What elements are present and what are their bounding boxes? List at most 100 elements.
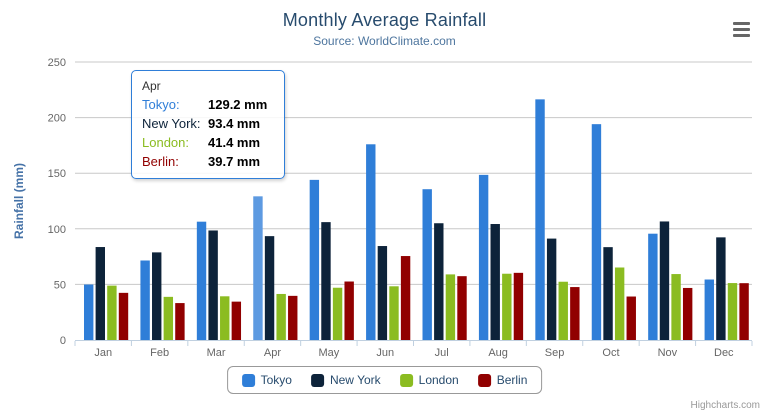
bar-new-york-may[interactable] bbox=[321, 222, 331, 340]
bar-tokyo-may[interactable] bbox=[309, 179, 320, 340]
bar-london-dec[interactable] bbox=[727, 283, 738, 340]
hamburger-icon bbox=[733, 22, 750, 25]
bar-new-york-dec[interactable] bbox=[716, 237, 726, 340]
tooltip-row: London: 41.4 mm bbox=[142, 133, 274, 152]
x-axis-label-feb: Feb bbox=[150, 347, 169, 359]
bar-london-sep[interactable] bbox=[558, 281, 568, 340]
bar-london-jan[interactable] bbox=[107, 285, 117, 340]
bar-london-feb[interactable] bbox=[163, 296, 174, 340]
bar-london-oct[interactable] bbox=[614, 267, 625, 340]
bar-berlin-sep[interactable] bbox=[570, 287, 580, 340]
bar-london-apr[interactable] bbox=[276, 293, 286, 340]
y-axis-label: 150 bbox=[48, 168, 66, 180]
x-axis-label-jan: Jan bbox=[94, 347, 112, 359]
bar-london-mar[interactable] bbox=[220, 296, 230, 340]
legend-item-tokyo[interactable]: Tokyo bbox=[241, 373, 292, 387]
bar-london-may[interactable] bbox=[332, 287, 343, 340]
bar-berlin-jul[interactable] bbox=[457, 276, 467, 340]
x-axis-label-oct: Oct bbox=[602, 347, 619, 359]
tooltip: Apr Tokyo: 129.2 mm New York: 93.4 mm London… bbox=[131, 70, 285, 179]
x-axis-label-may: May bbox=[318, 347, 339, 359]
legend-label: Berlin bbox=[496, 373, 528, 387]
bar-berlin-mar[interactable] bbox=[231, 301, 242, 340]
x-axis-label-mar: Mar bbox=[207, 347, 226, 359]
bar-new-york-nov[interactable] bbox=[659, 221, 670, 340]
tooltip-series-value: 41.4 mm bbox=[208, 135, 261, 150]
legend-swatch-icon bbox=[477, 373, 491, 387]
bar-berlin-jan[interactable] bbox=[118, 292, 129, 340]
legend-label: Tokyo bbox=[260, 373, 292, 387]
bar-new-york-jan[interactable] bbox=[95, 247, 105, 340]
legend-item-new-york[interactable]: New York bbox=[310, 373, 381, 387]
bar-new-york-oct[interactable] bbox=[603, 247, 613, 340]
bar-berlin-aug[interactable] bbox=[513, 272, 524, 340]
export-menu-button[interactable] bbox=[733, 22, 750, 38]
bar-tokyo-aug[interactable] bbox=[478, 174, 489, 340]
tooltip-category: Apr bbox=[142, 79, 161, 93]
bar-new-york-mar[interactable] bbox=[208, 230, 218, 340]
y-axis-label: 200 bbox=[48, 113, 66, 125]
x-axis-label-nov: Nov bbox=[658, 347, 678, 359]
legend: Tokyo New York London Berlin bbox=[226, 366, 543, 394]
tooltip-series-label: Berlin: bbox=[142, 154, 179, 169]
x-axis-label-sep: Sep bbox=[545, 347, 565, 359]
bar-tokyo-feb[interactable] bbox=[140, 260, 150, 340]
tooltip-row: New York: 93.4 mm bbox=[142, 114, 274, 133]
x-axis-label-aug: Aug bbox=[488, 347, 508, 359]
bar-new-york-feb[interactable] bbox=[152, 252, 162, 340]
bar-tokyo-oct[interactable] bbox=[591, 124, 602, 340]
bar-berlin-apr[interactable] bbox=[288, 295, 298, 340]
bar-tokyo-dec[interactable] bbox=[704, 279, 714, 340]
tooltip-rows: Tokyo: 129.2 mm New York: 93.4 mm London: 41.… bbox=[142, 95, 274, 171]
bar-tokyo-nov[interactable] bbox=[648, 233, 658, 340]
chart-subtitle: Source: WorldClimate.com bbox=[313, 34, 456, 48]
hamburger-icon bbox=[733, 34, 750, 37]
credits-link[interactable]: Highcharts.com bbox=[690, 400, 760, 411]
bar-new-york-aug[interactable] bbox=[490, 224, 500, 340]
bar-berlin-may[interactable] bbox=[344, 281, 354, 340]
tooltip-series-value: 39.7 mm bbox=[208, 154, 261, 169]
tooltip-series-value: 93.4 mm bbox=[208, 116, 261, 131]
tooltip-series-label: New York: bbox=[142, 116, 201, 131]
chart-title: Monthly Average Rainfall bbox=[282, 10, 487, 30]
y-axis-label: 250 bbox=[48, 57, 66, 69]
tooltip-series-label: Tokyo: bbox=[142, 97, 180, 112]
y-axis-label: 0 bbox=[60, 335, 66, 347]
legend-item-london[interactable]: London bbox=[399, 373, 459, 387]
bar-berlin-feb[interactable] bbox=[175, 303, 185, 340]
bar-new-york-sep[interactable] bbox=[546, 238, 557, 340]
bar-london-nov[interactable] bbox=[671, 274, 681, 340]
tooltip-series-value: 129.2 mm bbox=[208, 97, 268, 112]
hamburger-icon bbox=[733, 28, 750, 31]
legend-item-berlin[interactable]: Berlin bbox=[477, 373, 528, 387]
bar-london-jun[interactable] bbox=[389, 286, 399, 340]
bar-new-york-apr[interactable] bbox=[264, 236, 275, 340]
x-axis-label-jul: Jul bbox=[435, 347, 449, 359]
bar-new-york-jun[interactable] bbox=[377, 246, 388, 340]
bar-berlin-dec[interactable] bbox=[739, 283, 749, 340]
y-axis-title: Rainfall (mm) bbox=[12, 163, 26, 239]
legend-swatch-icon bbox=[241, 373, 255, 387]
bar-new-york-jul[interactable] bbox=[434, 223, 444, 340]
x-axis-label-dec: Dec bbox=[714, 347, 734, 359]
bar-berlin-jun[interactable] bbox=[400, 256, 411, 340]
bar-london-jul[interactable] bbox=[445, 274, 456, 340]
bar-london-aug[interactable] bbox=[502, 273, 512, 340]
y-axis-label: 50 bbox=[54, 279, 66, 291]
bar-tokyo-apr[interactable] bbox=[253, 196, 263, 340]
legend-swatch-icon bbox=[399, 373, 413, 387]
x-axis-label-jun: Jun bbox=[376, 347, 394, 359]
legend-label: New York bbox=[329, 373, 381, 387]
bar-tokyo-jul[interactable] bbox=[422, 189, 432, 340]
bar-tokyo-sep[interactable] bbox=[535, 99, 545, 341]
legend-swatch-icon bbox=[310, 373, 324, 387]
bar-berlin-nov[interactable] bbox=[682, 287, 693, 340]
legend-label: London bbox=[418, 373, 459, 387]
bar-berlin-oct[interactable] bbox=[626, 296, 636, 340]
bar-tokyo-mar[interactable] bbox=[196, 221, 207, 340]
bar-tokyo-jun[interactable] bbox=[366, 144, 376, 340]
bar-tokyo-jan[interactable] bbox=[84, 284, 94, 340]
x-axis-label-apr: Apr bbox=[264, 347, 281, 359]
